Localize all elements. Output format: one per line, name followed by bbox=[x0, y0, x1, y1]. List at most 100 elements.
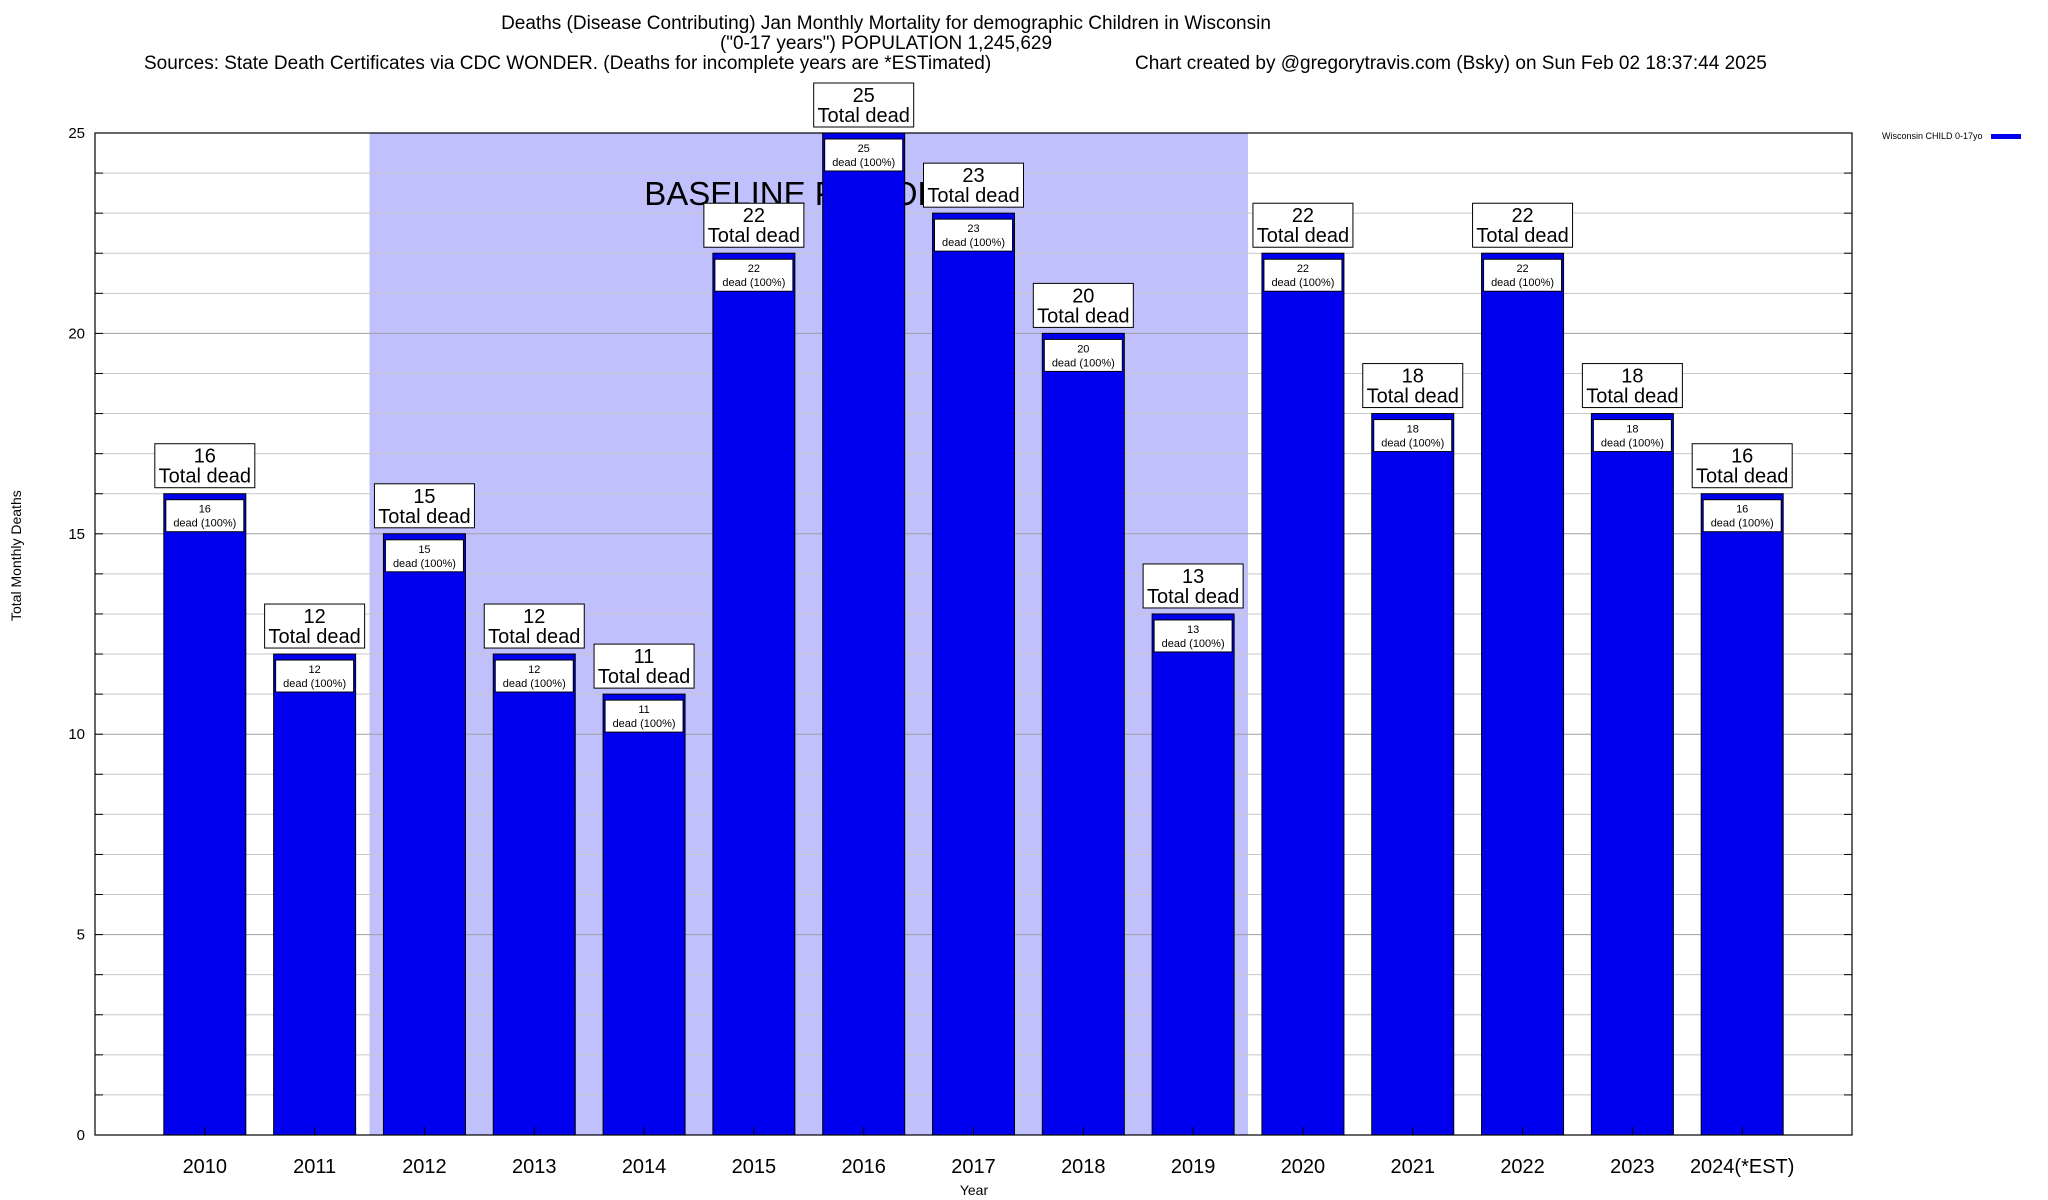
bar-total-box bbox=[813, 82, 915, 128]
bar-inner-label: dead (100%) bbox=[722, 277, 785, 289]
bar-inner-label: dead (100%) bbox=[1601, 438, 1664, 450]
bar bbox=[1041, 332, 1125, 1136]
bar-inner-value: 11 bbox=[638, 704, 649, 716]
bar-inner-value: 18 bbox=[1626, 424, 1638, 436]
x-axis-label: Year bbox=[959, 1182, 989, 1198]
bar-total-box bbox=[1142, 563, 1244, 609]
bar-total-value: 18 bbox=[1402, 366, 1424, 388]
bar bbox=[602, 693, 686, 1136]
bar-total-box bbox=[1581, 363, 1683, 409]
x-tick-label: 2013 bbox=[512, 1156, 557, 1178]
bar-inner-value: 22 bbox=[748, 263, 760, 275]
bar bbox=[1700, 493, 1784, 1136]
bar-inner-value: 15 bbox=[418, 544, 430, 556]
bar bbox=[1151, 613, 1235, 1136]
bar-total-label: Total dead bbox=[1367, 386, 1459, 408]
bar-inner-label-box bbox=[1702, 499, 1782, 533]
bar-total-label: Total dead bbox=[488, 626, 580, 648]
bar-inner-label: dead (100%) bbox=[503, 678, 566, 690]
bar-total-value: 22 bbox=[1292, 205, 1314, 227]
bar-inner-value: 22 bbox=[1297, 263, 1309, 275]
x-tick-label: 2018 bbox=[1061, 1156, 1106, 1178]
bar-inner-label-box bbox=[1153, 619, 1233, 653]
x-tick-label: 2015 bbox=[732, 1156, 777, 1178]
bar-inner-value: 12 bbox=[309, 664, 321, 676]
bar-inner-value: 13 bbox=[1187, 624, 1199, 636]
x-tick-label: 2016 bbox=[841, 1156, 886, 1178]
bar-inner-label: dead (100%) bbox=[393, 558, 456, 570]
x-tick-label: 2017 bbox=[951, 1156, 996, 1178]
bar-inner-label-box bbox=[1043, 338, 1123, 372]
bar-inner-label-box bbox=[1263, 258, 1343, 292]
y-axis-label: Total Monthly Deaths bbox=[8, 490, 24, 621]
bar bbox=[1371, 413, 1455, 1136]
chart-subtitle: ("0-17 years") POPULATION 1,245,629 bbox=[719, 33, 1053, 54]
chart-sources: Sources: State Death Certificates via CD… bbox=[144, 53, 992, 74]
bar-total-box bbox=[1252, 202, 1354, 248]
bar-total-value: 20 bbox=[1072, 285, 1094, 307]
bar bbox=[382, 533, 466, 1136]
bar bbox=[712, 252, 796, 1136]
y-tick-label: 0 bbox=[77, 1127, 85, 1144]
bar-inner-label: dead (100%) bbox=[1491, 277, 1554, 289]
bar-total-label: Total dead bbox=[1476, 225, 1568, 247]
bar-inner-label-box bbox=[824, 138, 904, 172]
bar-inner-value: 18 bbox=[1407, 424, 1419, 436]
bar-total-label: Total dead bbox=[818, 105, 910, 127]
x-tick-label: 2024(*EST) bbox=[1690, 1156, 1795, 1178]
bar-inner-value: 16 bbox=[199, 504, 211, 516]
bar-total-label: Total dead bbox=[1147, 586, 1239, 608]
y-tick-label: 5 bbox=[77, 927, 85, 944]
bar-total-value: 13 bbox=[1182, 566, 1204, 588]
bar bbox=[1261, 252, 1345, 1136]
bar-total-box bbox=[703, 202, 805, 248]
bar-inner-value: 16 bbox=[1736, 504, 1748, 516]
bar-inner-label: dead (100%) bbox=[832, 157, 895, 169]
bar-total-value: 22 bbox=[743, 205, 765, 227]
legend: Wisconsin CHILD 0-17yo bbox=[1882, 131, 2021, 141]
x-tick-label: 2020 bbox=[1281, 1156, 1326, 1178]
bar-total-box bbox=[154, 443, 256, 489]
bar-total-value: 18 bbox=[1621, 366, 1643, 388]
bar-total-value: 12 bbox=[304, 606, 326, 628]
bar-inner-label: dead (100%) bbox=[173, 518, 236, 530]
bar-inner-label-box bbox=[494, 659, 574, 693]
x-tick-label: 2014 bbox=[622, 1156, 667, 1178]
bar-total-box bbox=[483, 603, 585, 649]
x-tick-label: 2012 bbox=[402, 1156, 447, 1178]
bar-inner-label-box bbox=[934, 218, 1013, 252]
bar bbox=[1590, 413, 1674, 1136]
bar-total-value: 23 bbox=[962, 165, 984, 187]
bar-total-value: 22 bbox=[1511, 205, 1533, 227]
bar-total-box bbox=[264, 603, 366, 649]
y-tick-label: 10 bbox=[68, 726, 85, 743]
bar bbox=[163, 493, 247, 1136]
legend-swatch bbox=[1990, 133, 2021, 139]
y-tick-label: 25 bbox=[68, 125, 85, 142]
bar-total-value: 15 bbox=[413, 486, 435, 508]
bar-total-box bbox=[593, 643, 695, 689]
bar-total-value: 11 bbox=[634, 646, 655, 668]
bar-total-box bbox=[923, 162, 1024, 208]
bar-inner-label: dead (100%) bbox=[1162, 638, 1225, 650]
bar-inner-value: 23 bbox=[967, 223, 979, 235]
chart-credit: Chart created by @gregorytravis.com (Bsk… bbox=[1135, 53, 1767, 74]
bar-total-label: Total dead bbox=[1696, 466, 1788, 488]
x-tick-label: 2022 bbox=[1500, 1156, 1545, 1178]
x-tick-label: 2023 bbox=[1610, 1156, 1655, 1178]
bar-total-box bbox=[1032, 282, 1134, 328]
bar-inner-label: dead (100%) bbox=[283, 678, 346, 690]
plot-frame bbox=[94, 132, 1853, 1136]
x-tick-label: 2011 bbox=[293, 1156, 336, 1178]
bar-inner-label-box bbox=[1373, 419, 1453, 453]
bar-inner-label-box bbox=[384, 539, 464, 573]
chart-title: Deaths (Disease Contributing) Jan Monthl… bbox=[501, 13, 1271, 34]
bar-total-box bbox=[1472, 202, 1574, 248]
y-tick-label: 15 bbox=[68, 526, 85, 543]
bar bbox=[932, 212, 1015, 1136]
x-tick-label: 2019 bbox=[1171, 1156, 1216, 1178]
bar-total-label: Total dead bbox=[708, 225, 800, 247]
bar-inner-label: dead (100%) bbox=[942, 237, 1005, 249]
bar-total-label: Total dead bbox=[1586, 386, 1678, 408]
